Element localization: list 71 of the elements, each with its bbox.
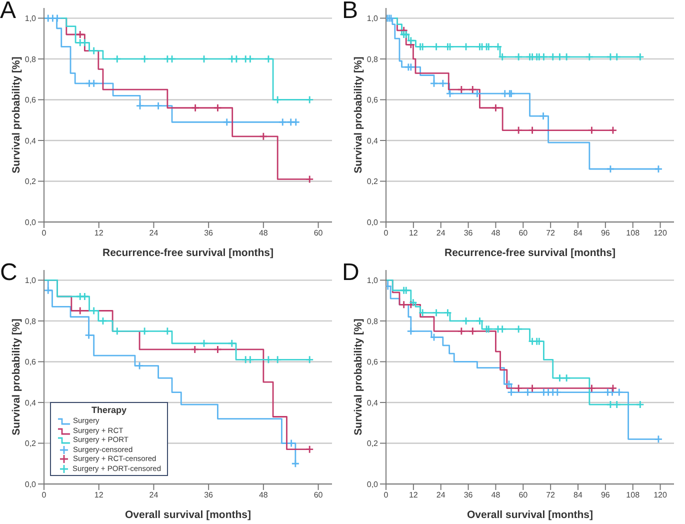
x-tick-label: 48 <box>491 490 501 500</box>
y-tick-label: 1,0 <box>366 14 379 24</box>
x-tick-label: 60 <box>518 228 528 238</box>
x-axis-title: Overall survival [months] <box>124 509 252 521</box>
x-tick-label: 108 <box>626 490 640 500</box>
x-tick-label: 108 <box>626 228 640 238</box>
x-tick-label: 120 <box>654 228 668 238</box>
y-tick-label: 0,2 <box>24 439 37 448</box>
chart-title: A <box>0 0 16 25</box>
x-axis-title: Recurrence-free survival [months] <box>102 247 274 259</box>
x-tick-label: 0 <box>384 490 389 500</box>
x-tick-label: 120 <box>654 490 668 500</box>
y-tick-label: 0,6 <box>366 96 379 105</box>
x-tick-label: 0 <box>384 228 389 238</box>
x-tick-label: 0 <box>42 228 47 238</box>
x-tick-label: 24 <box>149 228 159 238</box>
y-tick-label: 1,0 <box>366 276 379 286</box>
x-tick-label: 36 <box>204 228 214 238</box>
x-tick-label: 84 <box>574 490 583 500</box>
x-tick-label: 84 <box>574 228 583 238</box>
y-axis-title: Survival probability [%] <box>352 56 365 174</box>
x-tick-label: 96 <box>600 228 610 238</box>
chart-title: C <box>0 259 18 287</box>
x-tick-label: 96 <box>600 490 610 500</box>
y-axis-title: Survival probability [%] <box>10 318 23 436</box>
x-tick-label: 48 <box>491 228 501 238</box>
x-tick-label: 72 <box>546 228 556 238</box>
x-tick-label: 12 <box>408 228 418 238</box>
y-tick-label: 0,6 <box>24 96 37 105</box>
x-tick-label: 36 <box>204 490 214 500</box>
x-tick-label: 24 <box>436 490 446 500</box>
y-tick-label: 0,8 <box>366 316 379 326</box>
y-tick-label: 0,8 <box>366 54 379 64</box>
x-axis-title: Recurrence-free survival [months] <box>444 247 616 259</box>
y-tick-label: 0,6 <box>24 358 37 367</box>
y-tick-label: 1,0 <box>24 14 37 24</box>
y-tick-label: 0,2 <box>366 177 379 186</box>
chart-title: D <box>342 259 360 287</box>
x-axis-title: Overall survival [months] <box>466 509 594 521</box>
y-tick-label: 0,8 <box>24 316 37 326</box>
y-tick-label: 0,0 <box>366 480 379 489</box>
x-tick-label: 48 <box>258 490 268 500</box>
x-tick-label: 60 <box>314 490 324 500</box>
y-tick-label: 0,4 <box>366 136 379 146</box>
y-tick-label: 0,0 <box>366 218 379 227</box>
y-tick-label: 1,0 <box>24 276 37 286</box>
y-axis-title: Survival probability [%] <box>352 318 365 436</box>
y-tick-label: 0,4 <box>366 398 379 408</box>
x-tick-label: 60 <box>518 490 528 500</box>
legend-title: Therapy <box>90 405 128 415</box>
x-tick-label: 12 <box>94 228 104 238</box>
x-tick-label: 36 <box>464 228 474 238</box>
x-tick-label: 12 <box>408 490 418 500</box>
x-tick-label: 24 <box>436 228 446 238</box>
y-tick-label: 0,0 <box>24 218 37 227</box>
y-tick-label: 0,6 <box>366 358 379 367</box>
y-tick-label: 0,4 <box>24 136 37 146</box>
x-tick-label: 72 <box>546 490 556 500</box>
x-tick-label: 36 <box>464 490 474 500</box>
y-tick-label: 0,8 <box>24 54 37 64</box>
y-tick-label: 0,0 <box>24 480 37 489</box>
x-tick-label: 0 <box>42 490 47 500</box>
chart-title: B <box>342 0 358 25</box>
x-tick-label: 12 <box>94 490 104 500</box>
x-tick-label: 48 <box>258 228 268 238</box>
y-tick-label: 0,2 <box>24 177 37 186</box>
y-tick-label: 0,4 <box>24 398 37 408</box>
x-tick-label: 60 <box>314 228 324 238</box>
x-tick-label: 24 <box>149 490 159 500</box>
y-tick-label: 0,2 <box>366 439 379 448</box>
y-axis-title: Survival probability [%] <box>10 56 23 174</box>
